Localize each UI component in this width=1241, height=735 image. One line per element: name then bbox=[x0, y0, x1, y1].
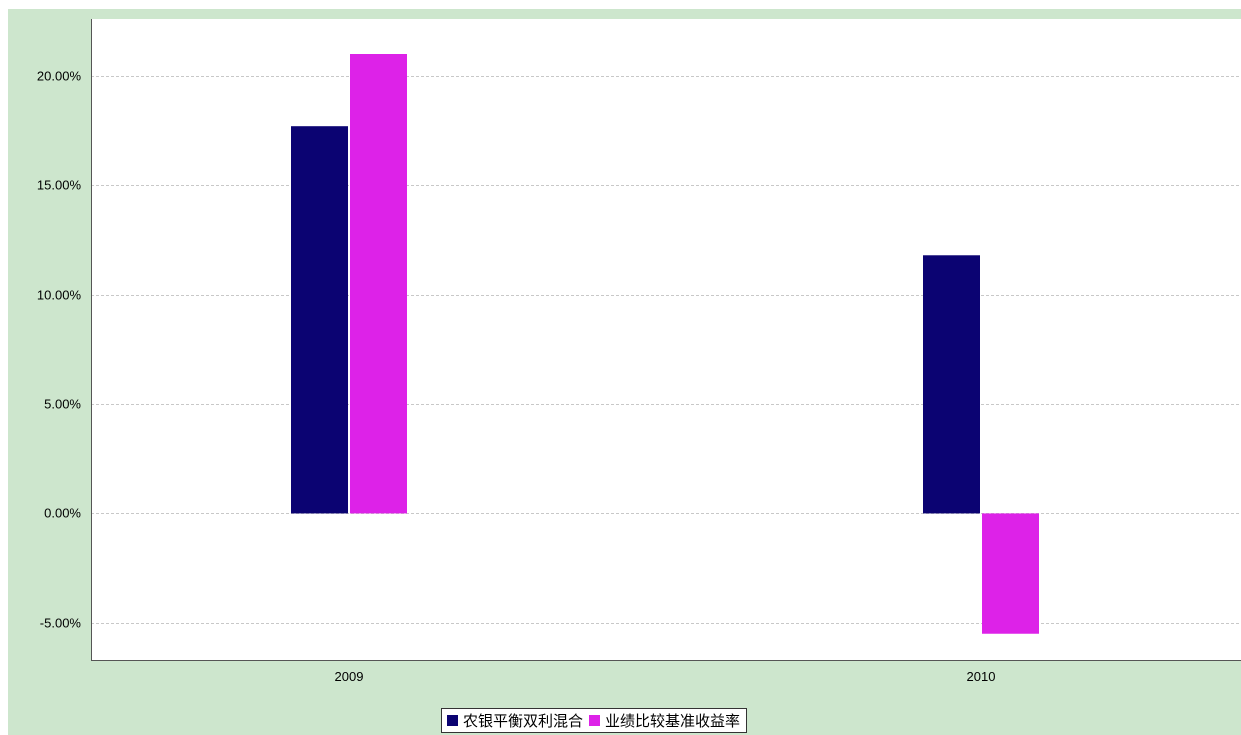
bar-fund-2009 bbox=[291, 126, 348, 514]
bars bbox=[291, 54, 1039, 634]
axes bbox=[91, 19, 1241, 661]
y-tick-label: 10.00% bbox=[37, 288, 82, 303]
x-tick-labels: 2009 2010 bbox=[335, 669, 996, 684]
y-tick-label: 20.00% bbox=[37, 69, 82, 84]
legend-label-fund: 农银平衡双利混合 bbox=[463, 712, 584, 730]
y-tick-label: 15.00% bbox=[37, 178, 82, 193]
legend-item-fund: 农银平衡双利混合 bbox=[447, 710, 583, 731]
plot-area bbox=[91, 19, 1241, 660]
y-tick-label: 0.00% bbox=[44, 506, 81, 521]
bar-benchmark-2010 bbox=[982, 513, 1039, 634]
x-tick-label: 2010 bbox=[967, 669, 996, 684]
legend-swatch-benchmark bbox=[589, 715, 601, 726]
legend-swatch-fund bbox=[447, 715, 458, 726]
gridlines bbox=[91, 76, 1241, 624]
y-tick-label: 5.00% bbox=[44, 397, 81, 412]
legend-label-benchmark: 业绩比较基准收益率 bbox=[605, 712, 741, 730]
y-tick-labels: -5.00% 0.00% 5.00% 10.00% 15.00% 20.00% bbox=[37, 69, 82, 631]
bar-benchmark-2009 bbox=[350, 54, 407, 514]
legend-item-benchmark: 业绩比较基准收益率 bbox=[589, 710, 740, 731]
bar-fund-2010 bbox=[923, 255, 980, 514]
x-tick-label: 2009 bbox=[335, 669, 364, 684]
y-tick-label: -5.00% bbox=[40, 616, 82, 631]
legend: 农银平衡双利混合 业绩比较基准收益率 bbox=[441, 708, 748, 733]
